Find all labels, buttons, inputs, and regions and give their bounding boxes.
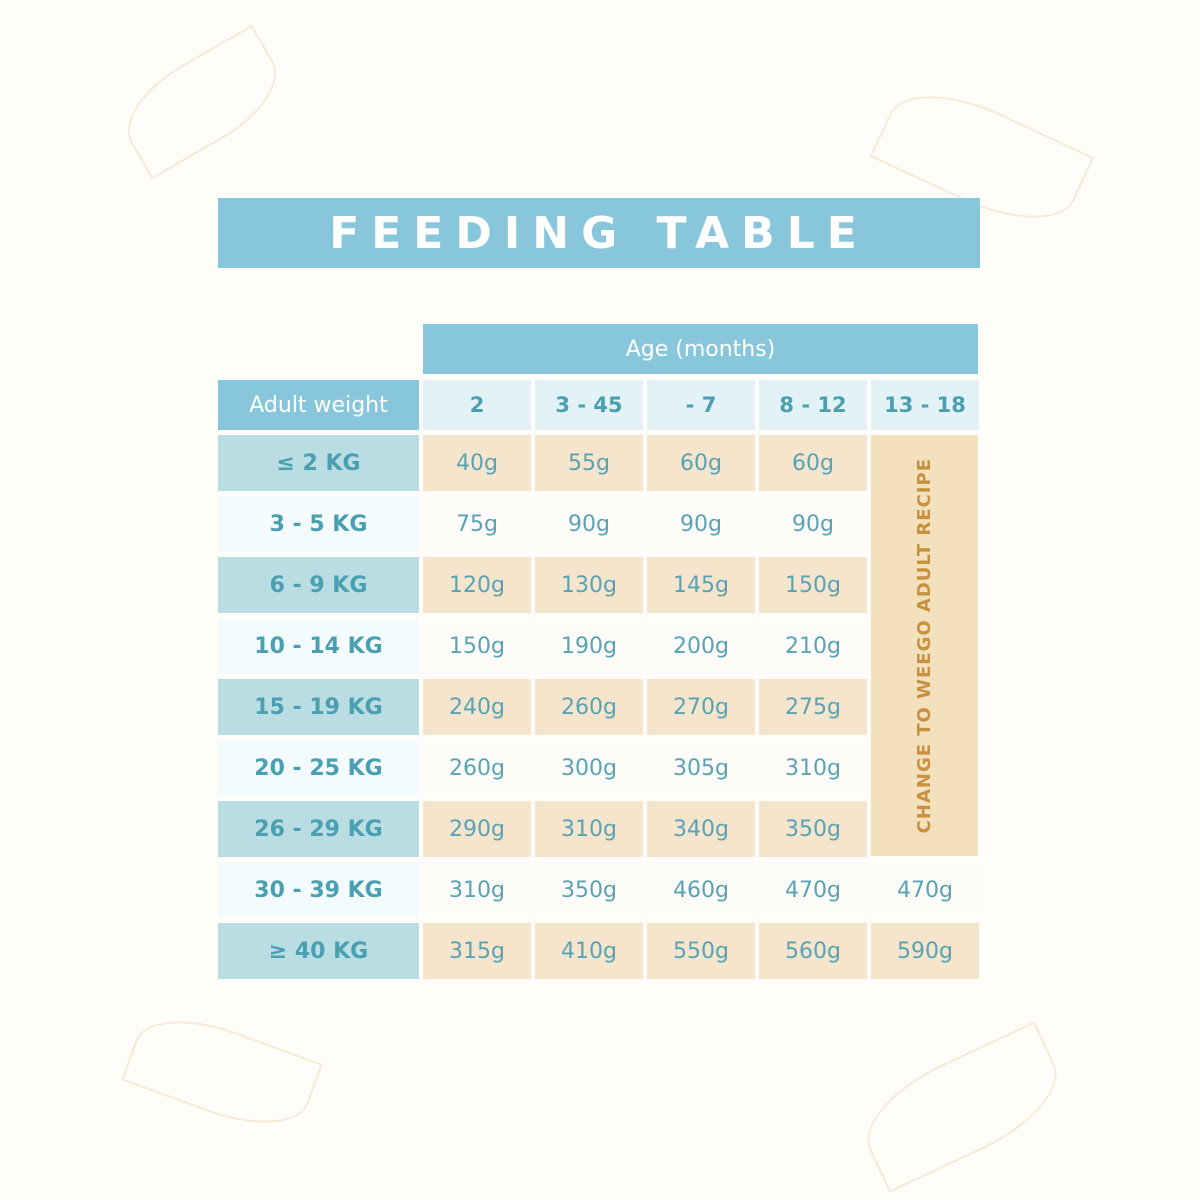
weight-cell: 15 - 19 KG — [218, 679, 419, 735]
amount-cell: 90g — [535, 496, 643, 552]
leaf-decoration — [109, 24, 295, 180]
amount-cell: 130g — [535, 557, 643, 613]
amount-cell: 270g — [647, 679, 755, 735]
amount-cell: 260g — [535, 679, 643, 735]
weight-cell: 10 - 14 KG — [218, 618, 419, 674]
amount-cell: 200g — [647, 618, 755, 674]
group-header: Age (months) — [423, 324, 978, 374]
amount-cell: 150g — [423, 618, 531, 674]
amount-cell: 210g — [759, 618, 867, 674]
leaf-decoration — [121, 1001, 323, 1143]
weight-cell: ≥ 40 KG — [218, 923, 419, 979]
column-header: 8 - 12 — [759, 380, 867, 430]
amount-cell: 60g — [759, 435, 867, 491]
column-header: 13 - 18 — [871, 380, 979, 430]
amount-cell: 190g — [535, 618, 643, 674]
amount-cell: 145g — [647, 557, 755, 613]
amount-cell: 260g — [423, 740, 531, 796]
weight-cell: ≤ 2 KG — [218, 435, 419, 491]
amount-cell: 290g — [423, 801, 531, 857]
amount-cell: 120g — [423, 557, 531, 613]
amount-cell: 560g — [759, 923, 867, 979]
amount-cell: 55g — [535, 435, 643, 491]
amount-cell: 305g — [647, 740, 755, 796]
leaf-decoration — [849, 1021, 1075, 1193]
amount-cell: 460g — [647, 862, 755, 918]
amount-cell: 75g — [423, 496, 531, 552]
amount-cell: 550g — [647, 923, 755, 979]
amount-cell: 310g — [535, 801, 643, 857]
amount-cell: 315g — [423, 923, 531, 979]
row-header: Adult weight — [218, 380, 419, 430]
amount-cell: 40g — [423, 435, 531, 491]
weight-cell: 26 - 29 KG — [218, 801, 419, 857]
weight-cell: 6 - 9 KG — [218, 557, 419, 613]
amount-cell: 470g — [871, 862, 979, 918]
amount-cell: 240g — [423, 679, 531, 735]
amount-cell: 350g — [759, 801, 867, 857]
amount-cell: 150g — [759, 557, 867, 613]
weight-cell: 30 - 39 KG — [218, 862, 419, 918]
column-header: 3 - 45 — [535, 380, 643, 430]
amount-cell: 350g — [535, 862, 643, 918]
amount-cell: 310g — [759, 740, 867, 796]
amount-cell: 340g — [647, 801, 755, 857]
weight-cell: 20 - 25 KG — [218, 740, 419, 796]
note-cell: CHANGE TO WEEGO ADULT RECIPE — [871, 435, 978, 856]
weight-cell: 3 - 5 KG — [218, 496, 419, 552]
amount-cell: 60g — [647, 435, 755, 491]
amount-cell: 300g — [535, 740, 643, 796]
amount-cell: 310g — [423, 862, 531, 918]
note-text: CHANGE TO WEEGO ADULT RECIPE — [914, 457, 935, 834]
amount-cell: 470g — [759, 862, 867, 918]
column-header: - 7 — [647, 380, 755, 430]
amount-cell: 90g — [647, 496, 755, 552]
column-header: 2 — [423, 380, 531, 430]
amount-cell: 90g — [759, 496, 867, 552]
amount-cell: 275g — [759, 679, 867, 735]
title: FEEDING TABLE — [218, 198, 980, 268]
amount-cell: 410g — [535, 923, 643, 979]
amount-cell: 590g — [871, 923, 979, 979]
